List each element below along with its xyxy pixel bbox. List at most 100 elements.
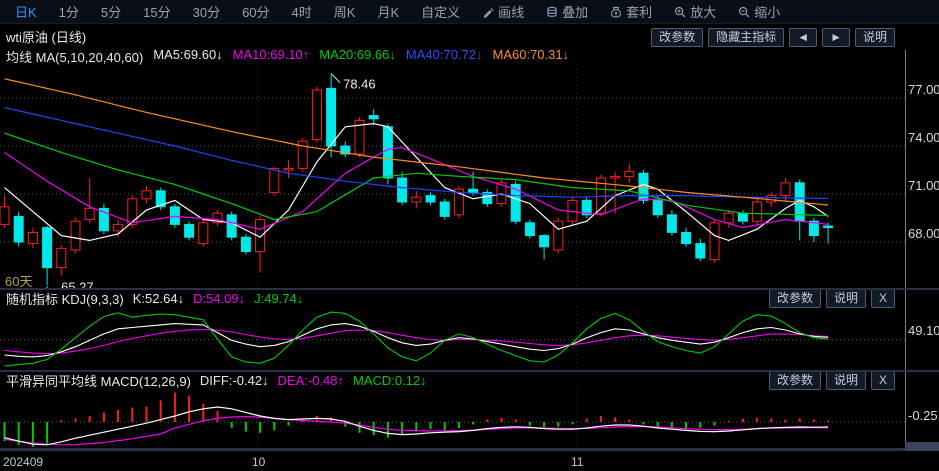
kdj-values: K:52.64↓ D:54.09↓ J:49.74↓ bbox=[133, 291, 304, 306]
macd-edit-params-button[interactable]: 改参数 bbox=[768, 371, 821, 390]
toolbar-item-label: 5分 bbox=[100, 5, 122, 20]
ma-values: MA5:69.60↓ MA10:69.10↑ MA20:69.66↓ MA40:70.… bbox=[153, 47, 569, 66]
candle-body bbox=[666, 214, 677, 233]
kdj-close-button[interactable]: X bbox=[870, 289, 895, 308]
kdj-edit-params-button[interactable]: 改参数 bbox=[768, 289, 821, 308]
macd-help-button[interactable]: 说明 bbox=[825, 371, 866, 390]
candle-body bbox=[42, 227, 53, 269]
hide-main-indicator-button[interactable]: 隐藏主指标 bbox=[708, 28, 785, 47]
horizontal-scrollbar-track[interactable] bbox=[0, 448, 939, 451]
candle-body bbox=[553, 220, 564, 251]
toolbar-item-label: 1分 bbox=[58, 5, 79, 20]
candle-body bbox=[311, 89, 322, 141]
horizontal-scrollbar-thumb[interactable] bbox=[905, 442, 939, 451]
prev-button[interactable]: ◄ bbox=[789, 28, 818, 47]
toolbar-item-zoom-in-tool[interactable]: 放大 bbox=[663, 2, 727, 21]
macd-close-button[interactable]: X bbox=[870, 371, 895, 390]
toolbar-item-label: 缩小 bbox=[754, 5, 781, 20]
price-tick-label: 71.00 bbox=[908, 178, 939, 193]
macd-indicator-chart[interactable] bbox=[0, 389, 905, 448]
candle-body bbox=[752, 201, 763, 222]
candle-body bbox=[269, 167, 280, 193]
candle-body bbox=[595, 177, 606, 214]
candle-body bbox=[326, 87, 337, 147]
candle-body bbox=[98, 207, 109, 232]
high-annotation: 78.46 bbox=[343, 77, 376, 92]
candle-body bbox=[624, 171, 635, 177]
macd-diff-line bbox=[4, 406, 829, 446]
kdj-help-button[interactable]: 说明 bbox=[825, 289, 866, 308]
candle-body bbox=[382, 126, 393, 179]
kdj-axis-label: 49.10 bbox=[908, 323, 939, 338]
price-axis-line bbox=[905, 50, 906, 451]
kdj-k-line bbox=[4, 323, 829, 358]
price-tick-label: 77.00 bbox=[908, 82, 939, 97]
kdj-d-line bbox=[4, 328, 829, 355]
toolbar-item-period-monthly[interactable]: 月K bbox=[366, 2, 410, 21]
candle-body bbox=[581, 199, 592, 216]
help-button[interactable]: 说明 bbox=[854, 28, 895, 47]
ma-value: MA60:70.31↓ bbox=[492, 47, 570, 62]
toolbar-item-period-4hour[interactable]: 4时 bbox=[281, 2, 323, 21]
price-tick-label: 68.00 bbox=[908, 226, 939, 241]
toolbar-item-zoom-out-tool[interactable]: 缩小 bbox=[727, 2, 791, 21]
toolbar-item-label: 60分 bbox=[242, 5, 270, 20]
candle-body bbox=[737, 212, 748, 222]
ma-value: MA20:69.66↓ bbox=[319, 47, 396, 62]
next-button[interactable]: ► bbox=[822, 28, 850, 47]
toolbar-item-period-30min[interactable]: 30分 bbox=[182, 2, 231, 21]
candle-body bbox=[198, 222, 209, 245]
ma10-line bbox=[4, 146, 829, 230]
candle-body bbox=[524, 222, 535, 237]
main-chart-buttons: 改参数 隐藏主指标 ◄ ► 说明 bbox=[651, 28, 895, 47]
zoom-in-icon bbox=[675, 6, 686, 17]
candle-body bbox=[439, 201, 450, 217]
panel-separator bbox=[0, 288, 939, 290]
candle-body bbox=[808, 220, 819, 237]
toolbar-item-period-5min[interactable]: 5分 bbox=[90, 2, 132, 21]
macd-dea-line bbox=[4, 415, 829, 446]
ma-value: MA10:69.10↑ bbox=[232, 47, 310, 62]
candle-body bbox=[823, 225, 834, 229]
candle-body bbox=[226, 214, 237, 238]
macd-value: MACD:0.12↓ bbox=[353, 372, 427, 388]
toolbar-item-period-15min[interactable]: 15分 bbox=[132, 2, 181, 21]
toolbar-item-overlay-tool[interactable]: 叠加 bbox=[535, 2, 599, 21]
pencil-icon bbox=[483, 7, 494, 18]
toolbar-item-period-custom[interactable]: 自定义 bbox=[410, 2, 471, 21]
candle-body bbox=[411, 196, 422, 203]
edit-params-button[interactable]: 改参数 bbox=[651, 28, 704, 47]
toolbar-item-period-daily[interactable]: 日K bbox=[4, 2, 48, 21]
toolbar-item-label: 日K bbox=[15, 5, 37, 20]
toolbar-item-draw-line-tool[interactable]: 画线 bbox=[471, 2, 535, 21]
candle-body bbox=[169, 206, 180, 225]
time-axis-label: 202409 bbox=[3, 455, 44, 469]
candle-body bbox=[681, 231, 692, 245]
candle-body bbox=[56, 247, 67, 269]
ma-value: MA5:69.60↓ bbox=[153, 47, 223, 62]
toolbar-item-label: 月K bbox=[377, 5, 400, 20]
macd-value: DIFF:-0.42↓ bbox=[199, 372, 269, 388]
toolbar-item-period-1min[interactable]: 1分 bbox=[48, 2, 90, 21]
candle-body bbox=[70, 220, 81, 251]
stack-icon bbox=[547, 6, 557, 17]
macd-panel-header: 平滑异同平均线 MACD(12,26,9) DIFF:-0.42↓ DEA:-0.… bbox=[6, 372, 427, 389]
macd-title: 平滑异同平均线 MACD(12,26,9) bbox=[6, 373, 191, 389]
toolbar-item-label: 15分 bbox=[143, 5, 171, 20]
candle-body bbox=[709, 222, 720, 261]
toolbar-item-arbitrage-tool[interactable]: 套利 bbox=[599, 2, 663, 21]
macd-axis-label: -0.25 bbox=[908, 408, 938, 423]
main-price-chart[interactable]: 78.46 65.27 60天 bbox=[0, 64, 905, 290]
time-axis-label: 11 bbox=[571, 455, 584, 469]
toolbar-item-period-60min[interactable]: 60分 bbox=[231, 2, 280, 21]
candle-body bbox=[127, 198, 138, 225]
toolbar-item-period-weekly[interactable]: 周K bbox=[323, 2, 367, 21]
kdj-indicator-chart[interactable] bbox=[0, 307, 905, 371]
candle-body bbox=[468, 188, 479, 193]
period-count-label: 60天 bbox=[5, 274, 32, 289]
candle-body bbox=[283, 167, 294, 171]
candle-body bbox=[0, 206, 10, 225]
ma20-line bbox=[4, 132, 829, 221]
toolbar-item-label: 30分 bbox=[192, 5, 221, 20]
candle-body bbox=[496, 182, 507, 205]
